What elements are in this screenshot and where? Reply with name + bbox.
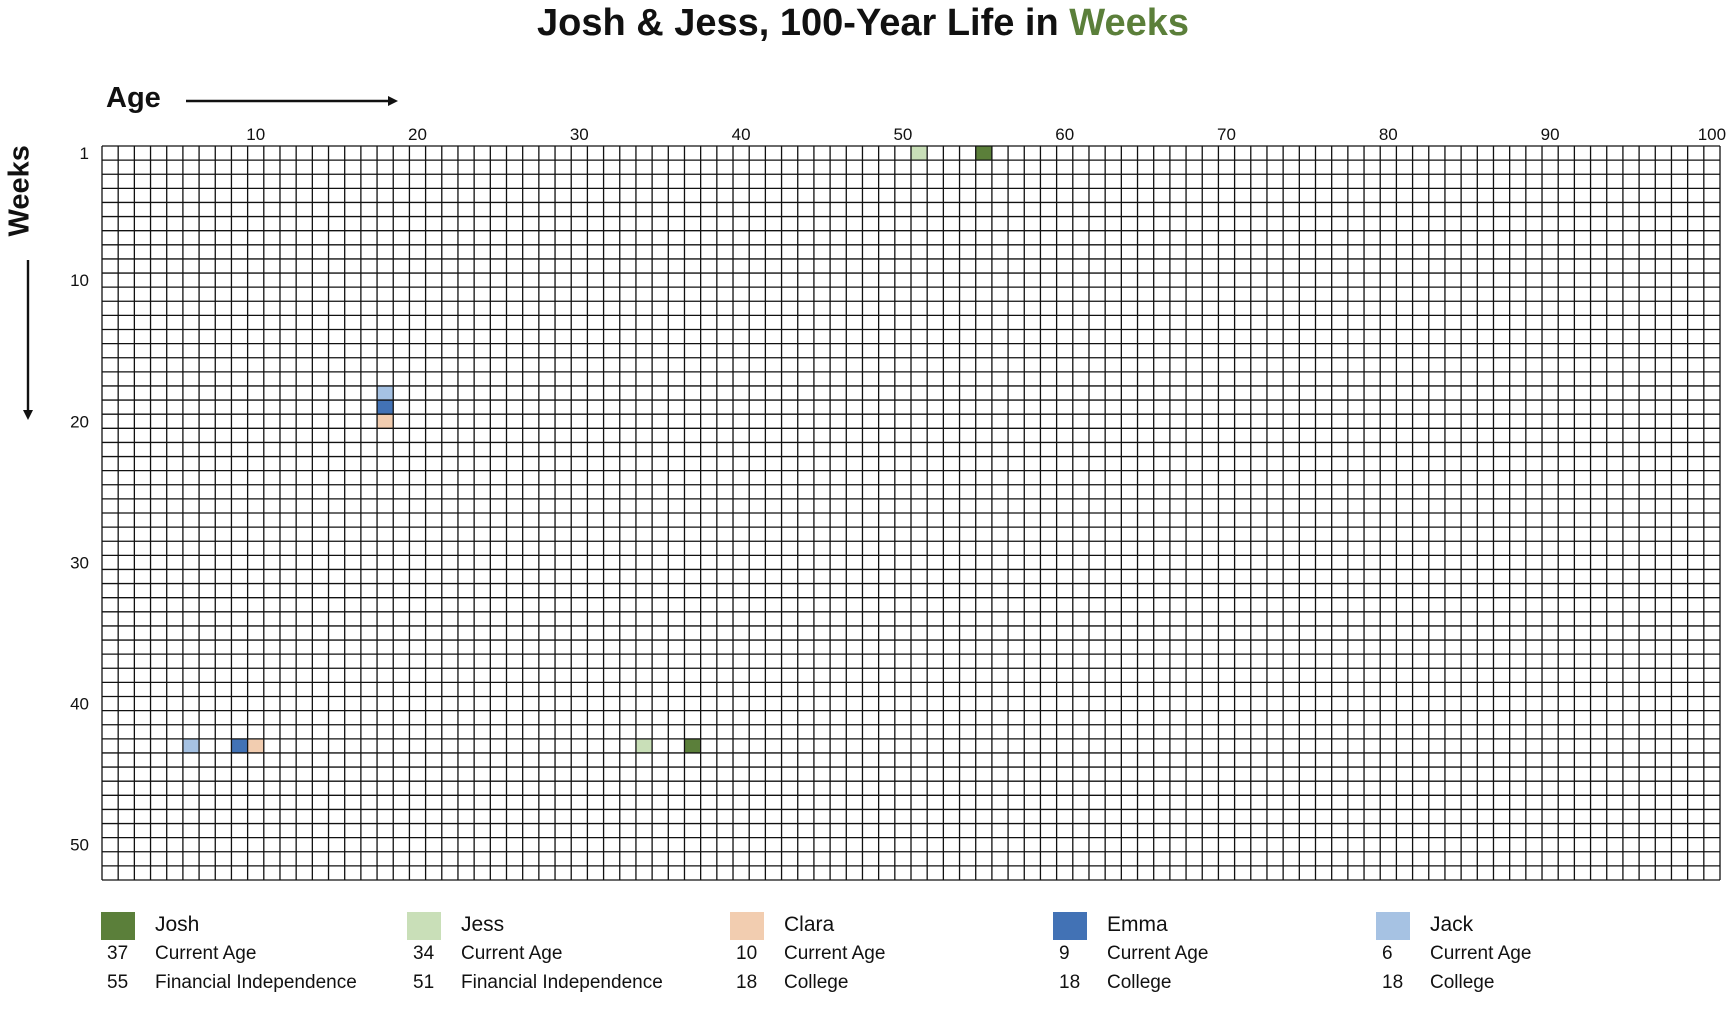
legend-value: 9 <box>1059 943 1070 964</box>
y-tick-label: 40 <box>70 695 89 714</box>
legend-name: Josh <box>155 913 200 936</box>
y-tick-label: 1 <box>80 144 89 163</box>
x-axis-label: Age <box>106 82 161 114</box>
legend-label: Current Age <box>1430 943 1532 964</box>
legend-value: 18 <box>1382 972 1404 993</box>
week-cell-josh <box>975 146 992 161</box>
y-tick-label: 10 <box>70 271 89 290</box>
legend-value: 55 <box>107 972 129 993</box>
x-axis-arrowhead <box>388 96 398 106</box>
chart-title: Josh & Jess, 100-Year Life in Weeks <box>0 2 1726 45</box>
legend-label: Current Age <box>1107 943 1209 964</box>
x-tick-label: 80 <box>1379 125 1398 144</box>
legend-label: Financial Independence <box>155 972 357 993</box>
legend-value: 18 <box>1059 972 1081 993</box>
legend-value: 34 <box>413 943 435 964</box>
week-cell-josh <box>684 738 701 753</box>
x-tick-label: 70 <box>1217 125 1236 144</box>
x-tick-label: 40 <box>732 125 751 144</box>
x-tick-label: 100 <box>1698 125 1726 144</box>
x-tick-label: 60 <box>1055 125 1074 144</box>
week-cell-emma <box>377 400 394 415</box>
y-axis-arrowhead <box>23 410 33 420</box>
legend-label: Financial Independence <box>461 972 663 993</box>
legend-name: Jack <box>1430 913 1474 936</box>
legend-label: Current Age <box>784 943 886 964</box>
legend-item-emma: Emma 9 Current Age 18 College <box>1053 912 1353 1002</box>
legend-value: 51 <box>413 972 435 993</box>
x-tick-label: 10 <box>246 125 265 144</box>
week-cell-clara <box>247 738 264 753</box>
legend-swatch <box>1376 912 1410 940</box>
chart-title-accent: Weeks <box>1069 2 1189 44</box>
y-tick-label: 20 <box>70 412 89 431</box>
legend-item-jack: Jack 6 Current Age 18 College <box>1376 912 1676 1002</box>
legend-value: 6 <box>1382 943 1393 964</box>
x-tick-label: 30 <box>570 125 589 144</box>
legend-label: College <box>1107 972 1172 993</box>
legend-label: College <box>1430 972 1495 993</box>
legend-swatch <box>1053 912 1087 940</box>
legend-swatch <box>407 912 441 940</box>
legend-value: 18 <box>736 972 758 993</box>
week-cell-jack <box>377 385 394 401</box>
legend-label: College <box>784 972 849 993</box>
legend-name: Jess <box>461 913 505 936</box>
legend-item-josh: Josh 37 Current Age 55 Financial Independe… <box>101 912 401 1002</box>
x-tick-label: 90 <box>1541 125 1560 144</box>
week-cell-jess <box>635 738 653 753</box>
legend-label: Current Age <box>461 943 563 964</box>
legend-item-clara: Clara 10 Current Age 18 College <box>730 912 1030 1002</box>
legend-name: Emma <box>1107 913 1168 936</box>
y-tick-label: 50 <box>70 836 89 855</box>
legend-name: Clara <box>784 913 835 936</box>
legend-swatch <box>730 912 764 940</box>
legend-label: Current Age <box>155 943 257 964</box>
chart-title-prefix: Josh & Jess, 100-Year Life in <box>537 2 1070 44</box>
week-cell-emma <box>231 738 248 753</box>
week-cell-clara <box>377 414 394 429</box>
legend-value: 37 <box>107 943 129 964</box>
legend-value: 10 <box>736 943 758 964</box>
x-tick-label: 50 <box>893 125 912 144</box>
y-tick-label: 30 <box>70 553 89 572</box>
legend-item-jess: Jess 34 Current Age 51 Financial Independe… <box>407 912 707 1002</box>
legend-swatch <box>101 912 135 940</box>
week-cell-jess <box>911 146 928 161</box>
x-tick-label: 20 <box>408 125 427 144</box>
week-cell-jack <box>182 738 200 753</box>
